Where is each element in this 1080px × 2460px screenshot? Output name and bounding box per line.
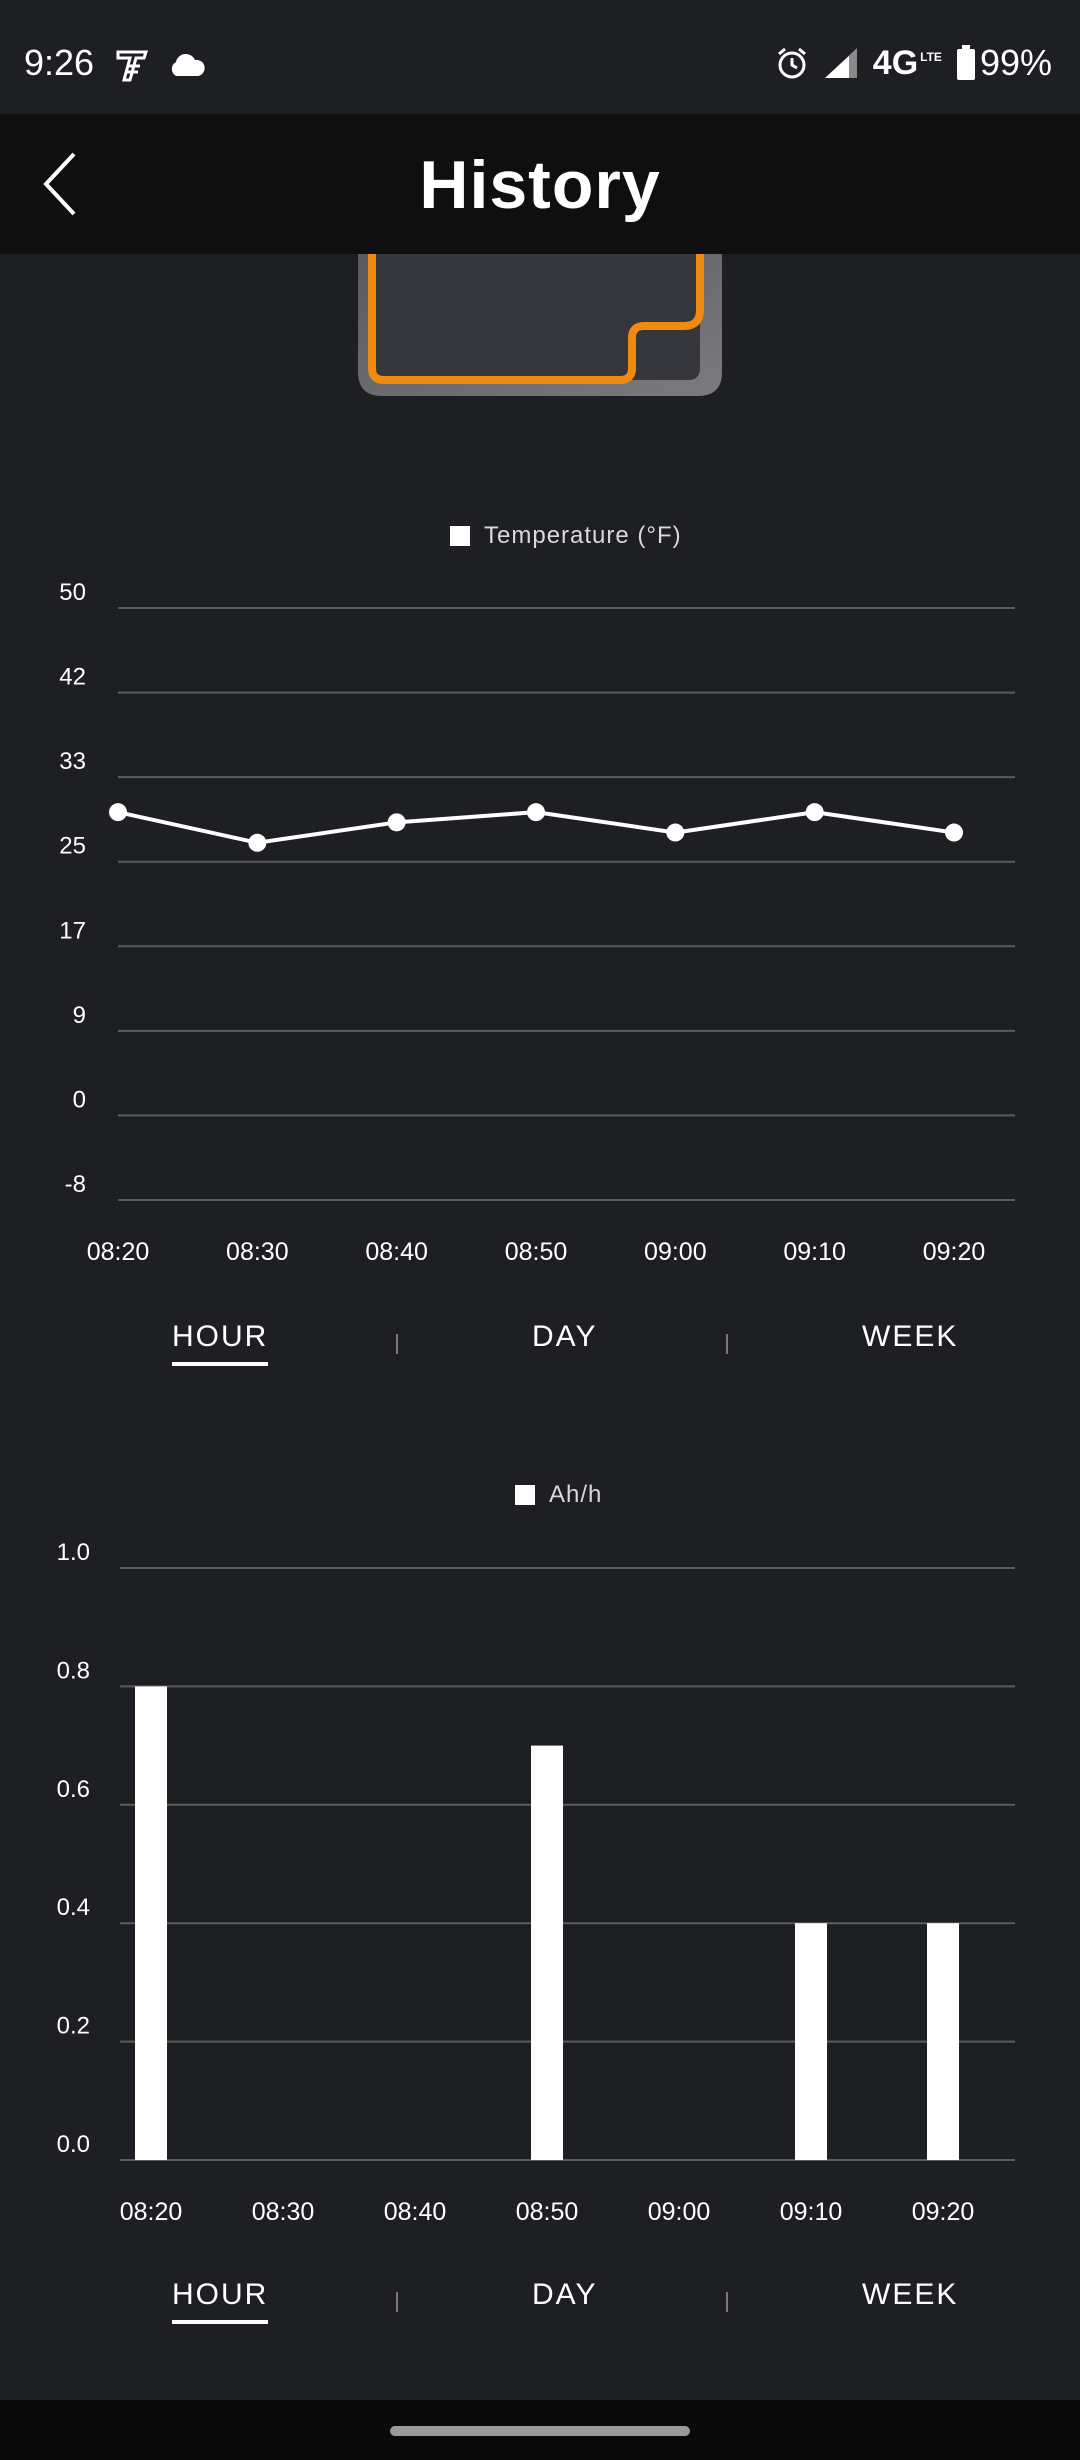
- temperature-chart: 50 42 33 25 17 9 0 -8 08:20 08:30 08:40 08:50 09:00 0…: [0, 560, 1080, 1270]
- tab-divider: [396, 2292, 398, 2312]
- y-tick-label: 0.6: [57, 1776, 90, 1803]
- data-point: [805, 803, 824, 822]
- temperature-legend: Temperature (°F): [450, 522, 682, 550]
- x-tick-label: 08:30: [226, 1238, 289, 1266]
- x-tick-label: 09:20: [923, 1238, 986, 1266]
- tab-divider: [726, 2292, 728, 2312]
- status-right: 4G LTE 99%: [775, 42, 1052, 84]
- temperature-chart-svg: 50 42 33 25 17 9 0 -8 08:20 08:30 08:40 08:50 09:00 0…: [59, 579, 1015, 1266]
- tab-hour[interactable]: HOUR: [172, 1320, 269, 1366]
- data-point: [666, 823, 685, 842]
- tab-day[interactable]: DAY: [532, 2278, 598, 2311]
- home-indicator[interactable]: [390, 2426, 690, 2436]
- x-tick-label: 09:20: [912, 2198, 975, 2226]
- x-tick-label: 08:30: [252, 2198, 315, 2226]
- legend-swatch: [450, 526, 470, 546]
- page-title: History: [419, 147, 661, 223]
- temperature-range-tabs: HOUR DAY WEEK: [0, 1320, 1080, 1380]
- alarm-icon: [777, 47, 806, 79]
- status-bar: 9:26 4G LTE 99%: [0, 0, 1080, 114]
- status-time: 9:26: [24, 42, 95, 83]
- x-tick-label: 08:40: [384, 2198, 447, 2226]
- battery-icon: [956, 45, 975, 80]
- y-tick-label: 1.0: [57, 1539, 90, 1566]
- app-bar: History: [0, 114, 1080, 254]
- x-tick-label: 09:10: [780, 2198, 843, 2226]
- cloud-icon: [171, 53, 205, 76]
- y-tick-label: 17: [59, 917, 86, 944]
- device-body: [372, 254, 700, 380]
- y-tick-label: 0.8: [57, 1657, 90, 1684]
- bar: [795, 1923, 827, 2160]
- system-nav-bar: [0, 2400, 1080, 2460]
- t-mobile-tuesdays-icon: [116, 50, 149, 82]
- y-tick-label: 0.4: [57, 1894, 90, 1921]
- x-tick-label: 09:10: [783, 1238, 846, 1266]
- y-tick-label: 25: [59, 833, 86, 860]
- network-type: 4G: [872, 43, 919, 82]
- x-tick-label: 08:50: [516, 2198, 579, 2226]
- bar: [135, 1686, 167, 2160]
- legend-label: Ah/h: [549, 1481, 603, 1508]
- chevron-left-icon[interactable]: [40, 152, 100, 216]
- usage-chart: 1.0 0.8 0.6 0.4 0.2 0.0 08:20 08:30 08:40 08:50 09…: [0, 1520, 1080, 2230]
- data-point: [109, 803, 127, 822]
- x-tick-label: 09:00: [648, 2198, 711, 2226]
- y-tick-label: 0.2: [57, 2013, 90, 2040]
- device-outline: [368, 254, 704, 384]
- legend-label: Temperature (°F): [484, 522, 682, 549]
- y-tick-label: -8: [65, 1171, 86, 1198]
- tab-divider: [396, 1334, 398, 1354]
- y-tick-label: 33: [59, 748, 86, 775]
- y-tick-label: 50: [59, 579, 86, 606]
- usage-legend: Ah/h: [515, 1481, 602, 1509]
- data-point: [527, 803, 545, 822]
- x-tick-label: 08:40: [365, 1238, 428, 1266]
- tab-hour[interactable]: HOUR: [172, 2278, 269, 2324]
- x-tick-label: 08:20: [87, 1238, 150, 1266]
- data-point: [248, 833, 267, 852]
- battery-level: 99%: [979, 42, 1052, 83]
- y-tick-label: 42: [59, 664, 86, 691]
- tab-week[interactable]: WEEK: [862, 2278, 959, 2311]
- legend-swatch: [515, 1485, 535, 1505]
- x-tick-label: 08:20: [120, 2198, 183, 2226]
- network-sub: LTE: [920, 50, 942, 64]
- usage-chart-svg: 1.0 0.8 0.6 0.4 0.2 0.0 08:20 08:30 08:40 08:50 09…: [57, 1539, 1015, 2226]
- tab-day[interactable]: DAY: [532, 1320, 598, 1353]
- bar: [531, 1745, 563, 2160]
- tab-divider: [726, 1334, 728, 1354]
- bar: [927, 1923, 959, 2160]
- y-tick-label: 0: [73, 1086, 86, 1113]
- usage-range-tabs: HOUR DAY WEEK: [0, 2278, 1080, 2338]
- y-tick-label: 0.0: [57, 2131, 90, 2158]
- y-tick-label: 9: [73, 1002, 86, 1029]
- device-image: [358, 254, 722, 396]
- data-point: [387, 813, 406, 832]
- data-point: [945, 823, 963, 842]
- signal-icon: [824, 48, 857, 78]
- x-tick-label: 08:50: [505, 1238, 568, 1266]
- tab-week[interactable]: WEEK: [862, 1320, 959, 1353]
- x-tick-label: 09:00: [644, 1238, 707, 1266]
